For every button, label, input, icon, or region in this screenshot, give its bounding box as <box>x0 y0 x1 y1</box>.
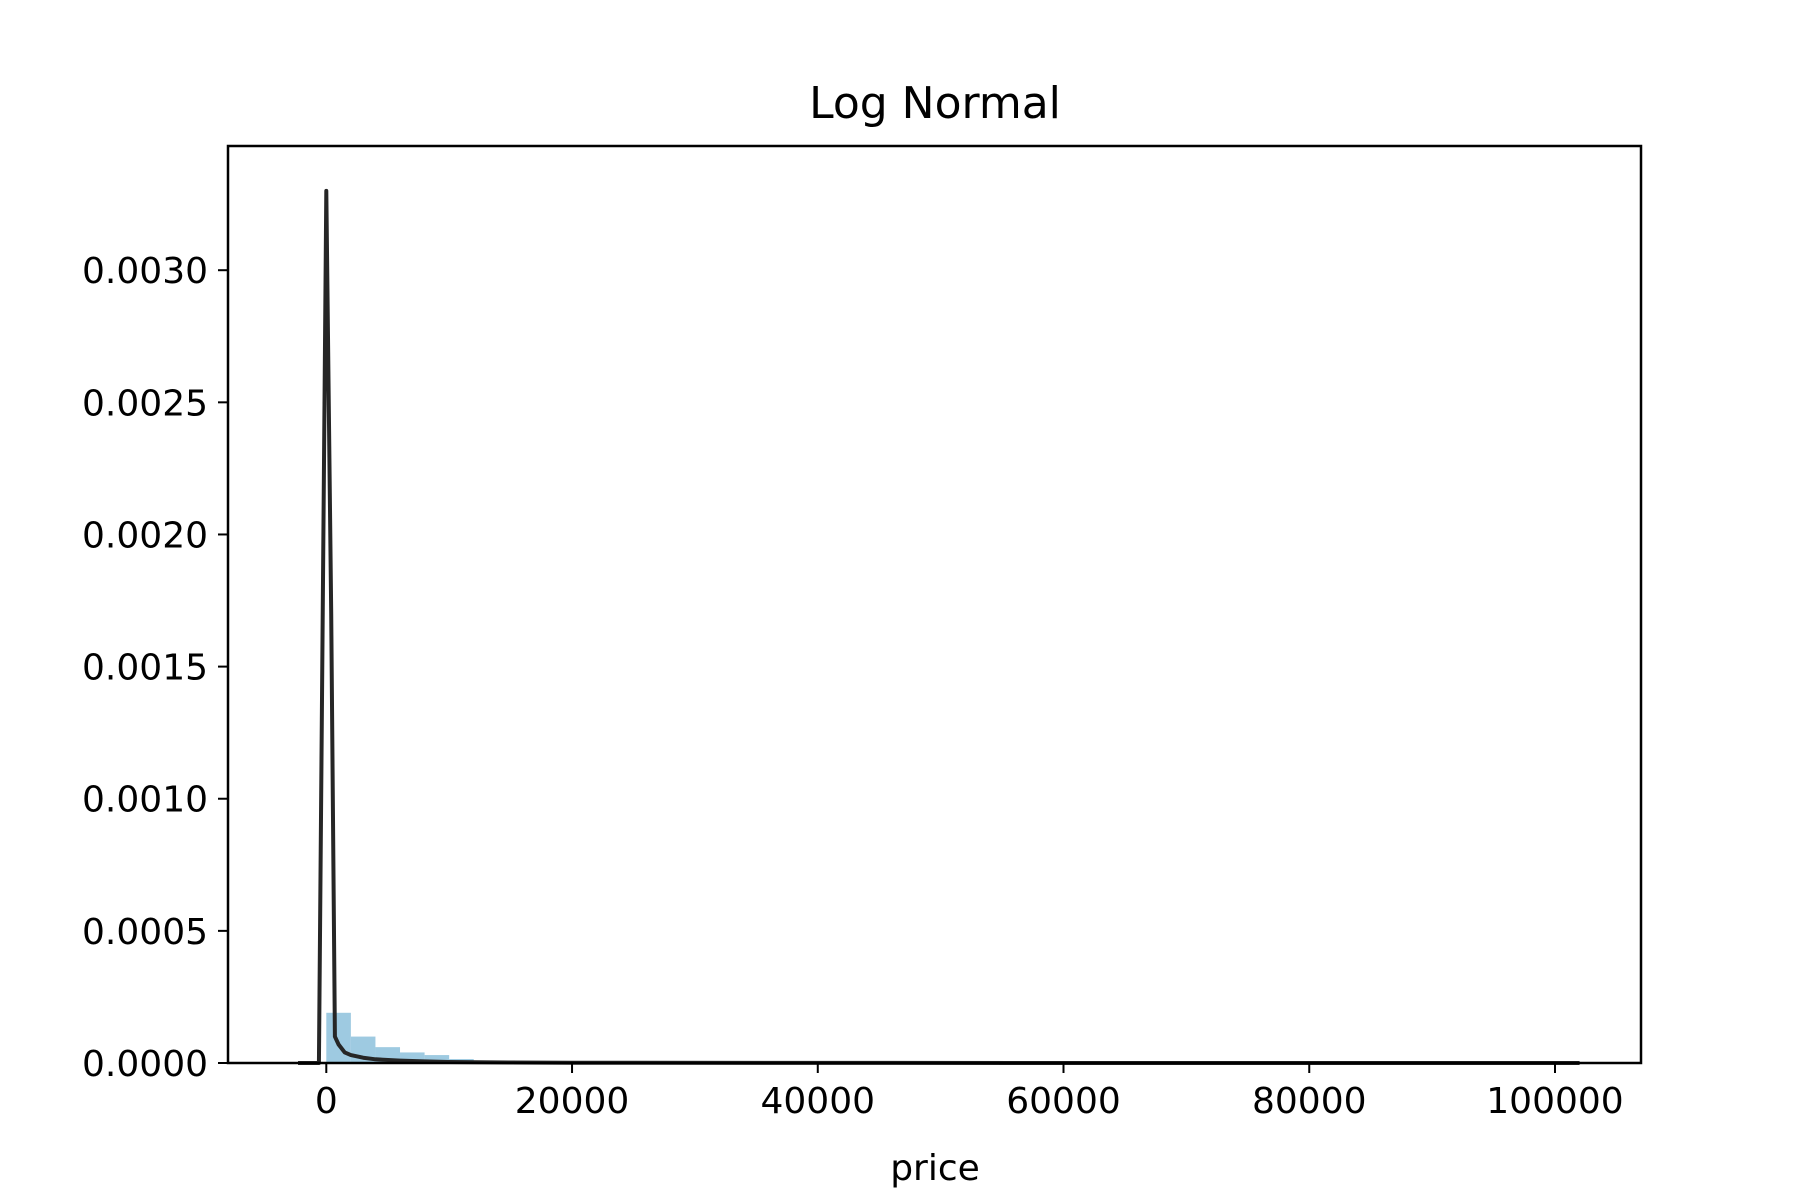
x-tick-label: 60000 <box>1006 1081 1121 1122</box>
x-tick-label: 20000 <box>515 1081 630 1122</box>
x-axis-label: price <box>890 1148 980 1189</box>
y-tick-label: 0.0030 <box>82 251 208 292</box>
fit-line <box>298 188 1580 1065</box>
x-axis-ticks: 0 20000 40000 60000 80000 100000 <box>315 1063 1624 1122</box>
y-tick-label: 0.0005 <box>82 912 208 953</box>
x-tick-label: 100000 <box>1486 1081 1623 1122</box>
y-axis-ticks: 0.0000 0.0005 0.0010 0.0015 0.0020 0.0025 0.00… <box>82 251 228 1085</box>
plot-frame <box>226 144 1643 1065</box>
x-tick-label: 80000 <box>1252 1081 1367 1122</box>
y-tick-label: 0.0015 <box>82 648 208 689</box>
y-tick-label: 0.0020 <box>82 515 208 556</box>
fit-line-group <box>298 188 1580 1065</box>
y-tick-label: 0.0000 <box>82 1044 208 1085</box>
chart-title: Log Normal <box>809 78 1061 129</box>
y-tick-label: 0.0025 <box>82 383 208 424</box>
y-tick-label: 0.0010 <box>82 780 208 821</box>
histogram-bar <box>424 1055 450 1063</box>
x-tick-label: 40000 <box>761 1081 876 1122</box>
x-tick-label: 0 <box>315 1081 338 1122</box>
histogram-bar <box>400 1052 425 1063</box>
